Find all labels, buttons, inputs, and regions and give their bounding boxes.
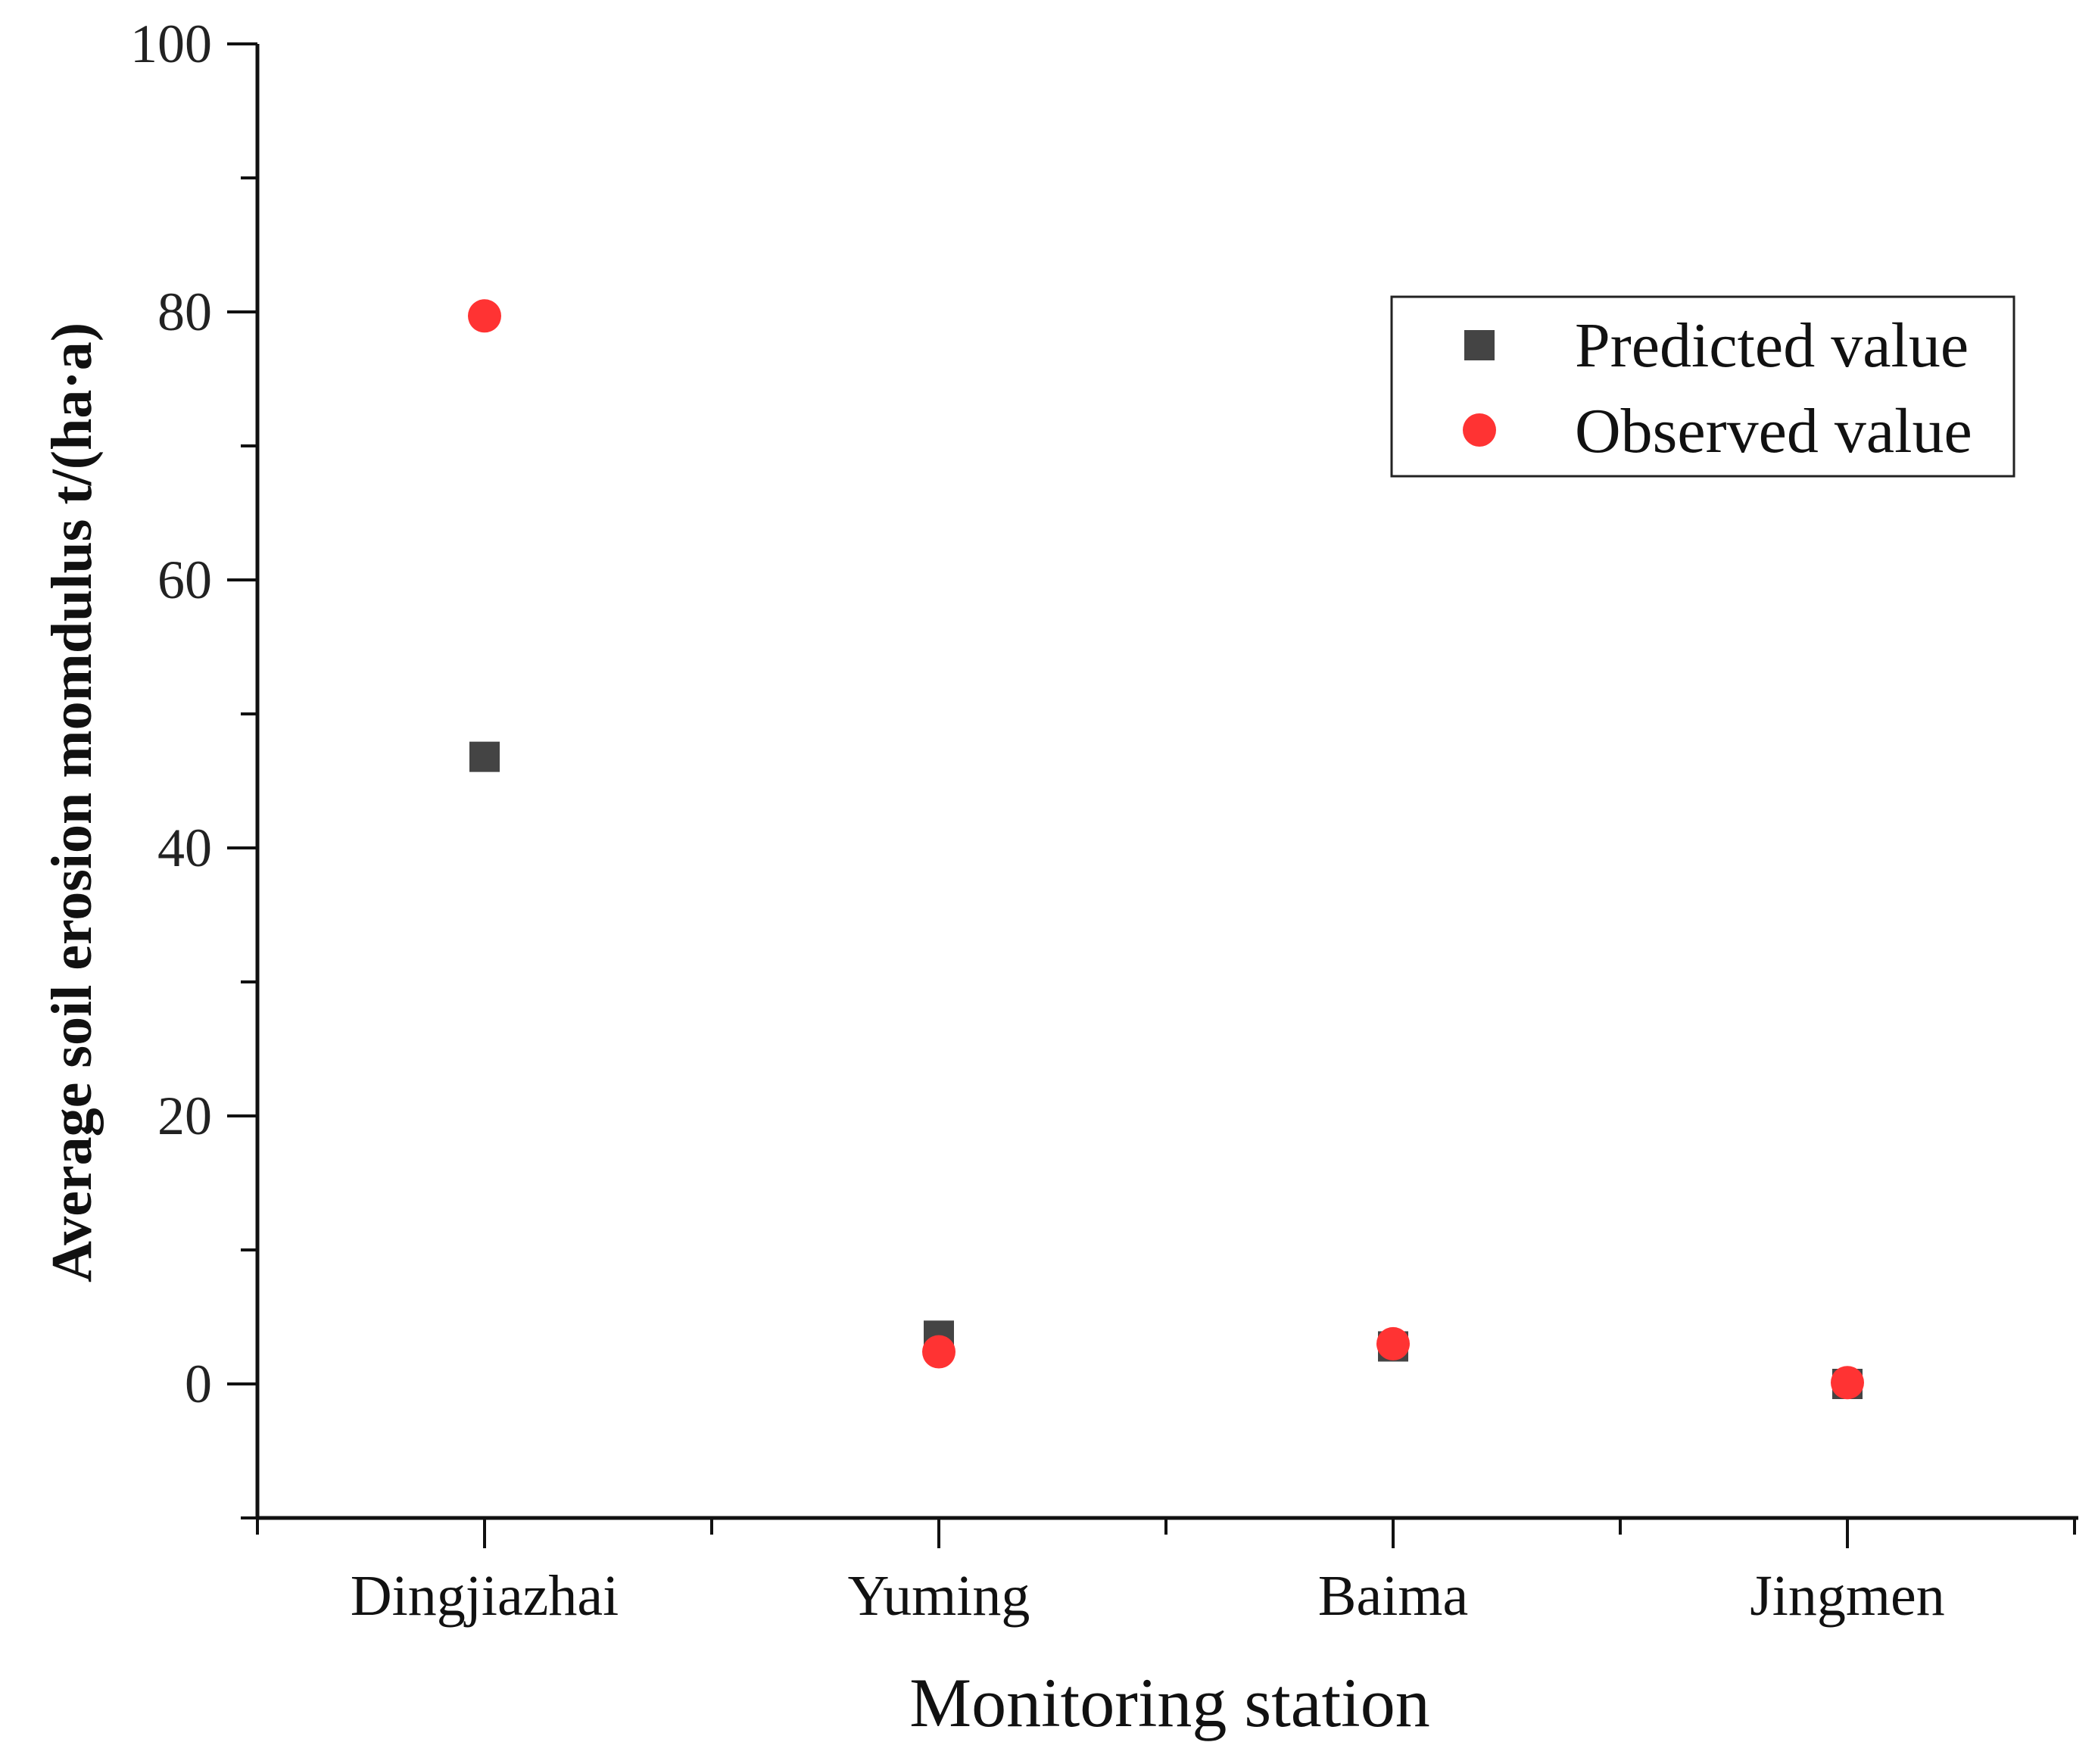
x-tick-label: Jingmen — [1750, 1564, 1945, 1628]
y-tick-label: 60 — [157, 550, 212, 610]
point-observed — [468, 299, 501, 333]
point-observed — [1376, 1326, 1410, 1360]
axes — [255, 44, 2078, 1520]
legend-label-observed: Observed value — [1575, 396, 1972, 466]
series-observed — [468, 299, 1864, 1400]
legend-frame — [1390, 295, 2015, 478]
y-tick-label: 20 — [157, 1086, 212, 1146]
data-series — [468, 299, 1864, 1400]
y-tick-label: 0 — [185, 1354, 212, 1414]
y-axis-tick-labels: 0 20 40 60 80 100 — [130, 14, 212, 1414]
y-tick-label: 40 — [157, 818, 212, 878]
point-observed — [922, 1335, 955, 1369]
point-predicted — [469, 741, 500, 772]
y-axis-title: Average soil erosion momdulus t/(ha·a) — [40, 323, 104, 1282]
y-axis-ticks — [227, 42, 257, 1519]
x-tick-label: Baima — [1318, 1564, 1468, 1628]
x-axis-tick-labels: Dingjiazhai Yuming Baima Jingmen — [351, 1564, 1945, 1628]
y-tick-label: 100 — [130, 14, 212, 74]
x-axis-ticks — [256, 1518, 2076, 1548]
x-axis-title: Monitoring station — [909, 1664, 1429, 1741]
point-observed — [1831, 1366, 1864, 1400]
legend-label-predicted: Predicted value — [1575, 310, 1969, 381]
y-tick-label: 80 — [157, 282, 212, 342]
legend-marker-observed — [1463, 413, 1496, 447]
legend: Predicted value Observed value — [1390, 295, 2015, 478]
x-tick-label: Yuming — [848, 1564, 1030, 1628]
legend-marker-predicted — [1464, 330, 1495, 360]
x-tick-label: Dingjiazhai — [351, 1564, 619, 1628]
series-predicted — [469, 741, 1863, 1399]
